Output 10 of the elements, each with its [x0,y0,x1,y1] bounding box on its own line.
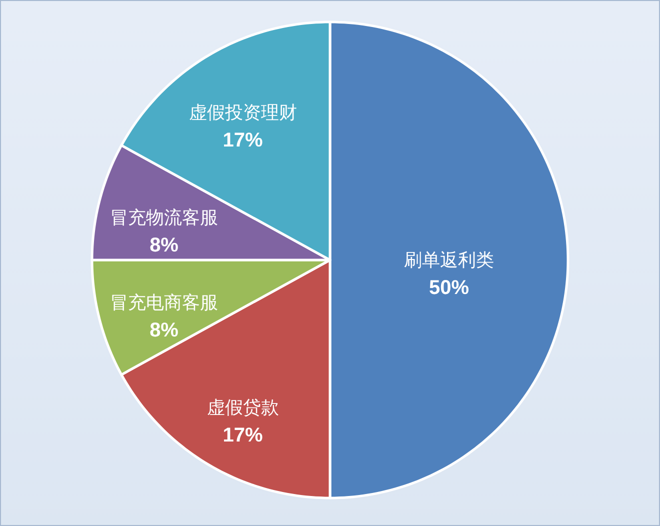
data-label: 17% [222,130,263,152]
slice-label: 虚假投资理财 [188,102,297,124]
slice-label: 冒充电商客服 [110,292,218,314]
data-label: 8% [150,234,179,256]
data-label: 50% [428,277,470,299]
slice-label: 刷单返利类 [404,250,494,271]
data-label: 17% [222,424,263,446]
slice-label: 冒充物流客服 [110,207,218,228]
slice-label: 虚假贷款 [206,397,279,418]
data-label: 8% [150,320,179,342]
